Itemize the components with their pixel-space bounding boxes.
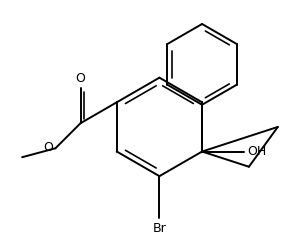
Text: O: O	[43, 141, 53, 154]
Text: Br: Br	[152, 222, 166, 235]
Text: O: O	[76, 72, 85, 85]
Text: OH: OH	[248, 145, 267, 158]
